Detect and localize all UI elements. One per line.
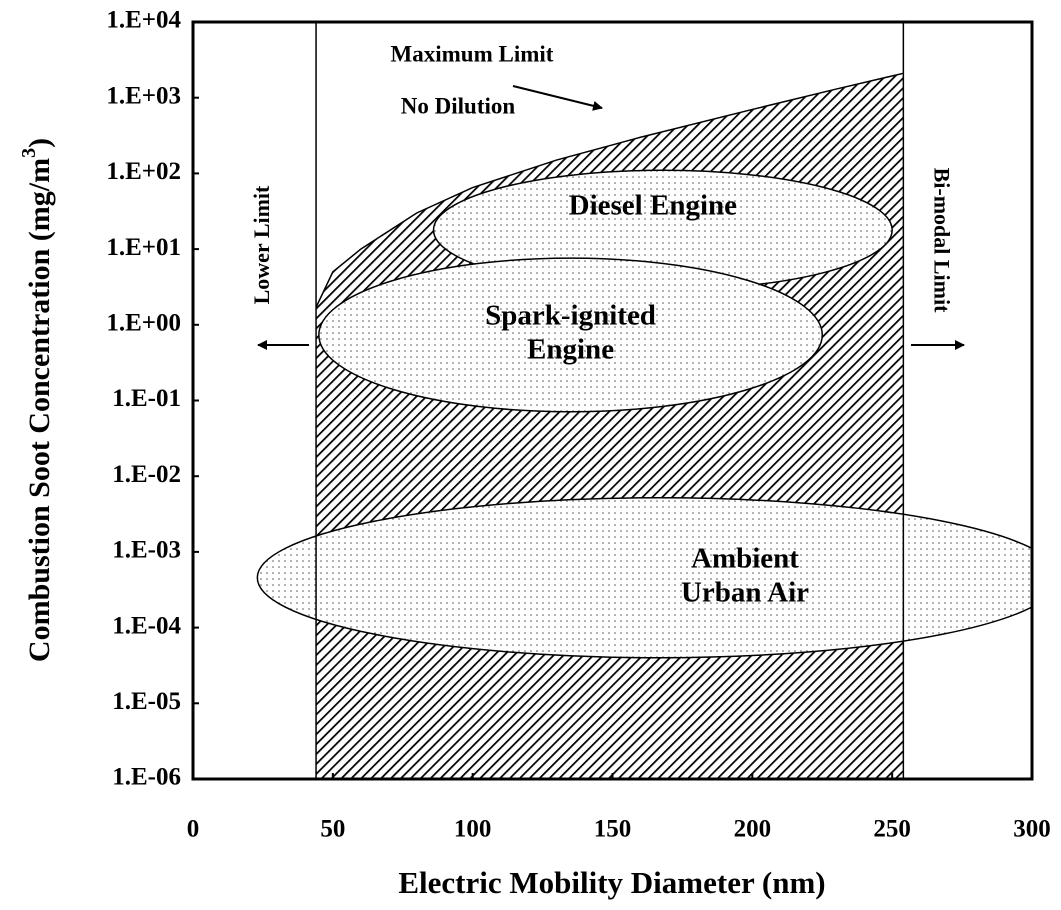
y-axis-label-end: ): [23, 138, 56, 148]
ellipse-label: Ambient: [691, 542, 799, 574]
y-axis-label: Combustion Soot Concentration (mg/m3): [18, 138, 56, 662]
y-tick-label: 1.E+03: [106, 82, 181, 109]
upper-limit-curve: [315, 72, 904, 308]
arrow: [512, 85, 603, 111]
x-tick-label: 300: [1013, 816, 1051, 843]
x-tick-label: 100: [454, 816, 492, 843]
ellipse-label: Engine: [527, 334, 614, 366]
x-tick-label: 200: [734, 816, 772, 843]
limit-label: Bi-modal Limit: [929, 168, 954, 314]
ellipse-label: Spark-ignited: [485, 300, 656, 332]
annotation: Maximum Limit: [391, 41, 554, 66]
y-tick-label: 1.E-04: [112, 612, 181, 639]
y-tick-label: 1.E+02: [106, 158, 181, 185]
x-tick-label: 150: [594, 816, 632, 843]
y-tick-label: 1.E+01: [106, 234, 181, 261]
y-axis-label-text: Combustion Soot Concentration (mg/m: [23, 158, 56, 662]
x-tick-label: 250: [873, 816, 911, 843]
y-tick-label: 1.E+00: [106, 310, 181, 337]
x-axis-label: Electric Mobility Diameter (nm): [398, 865, 825, 900]
y-tick-label: 1.E-06: [112, 764, 181, 791]
y-tick-label: 1.E-01: [112, 385, 181, 412]
x-tick-label: 50: [320, 816, 345, 843]
x-tick-label: 0: [187, 816, 200, 843]
y-tick-label: 1.E-05: [112, 688, 181, 715]
ellipse-label: Urban Air: [681, 576, 809, 608]
ellipse-label: Diesel Engine: [569, 190, 737, 222]
y-tick-label: 1.E+04: [106, 7, 181, 34]
limit-label: Lower Limit: [249, 185, 274, 304]
annotation: No Dilution: [401, 93, 516, 118]
ellipse-region: [318, 257, 823, 413]
y-tick-label: 1.E-02: [112, 461, 181, 488]
y-tick-label: 1.E-03: [112, 537, 181, 564]
y-axis-label-sup: 3: [18, 148, 40, 158]
ellipse-region: [256, 496, 1032, 659]
